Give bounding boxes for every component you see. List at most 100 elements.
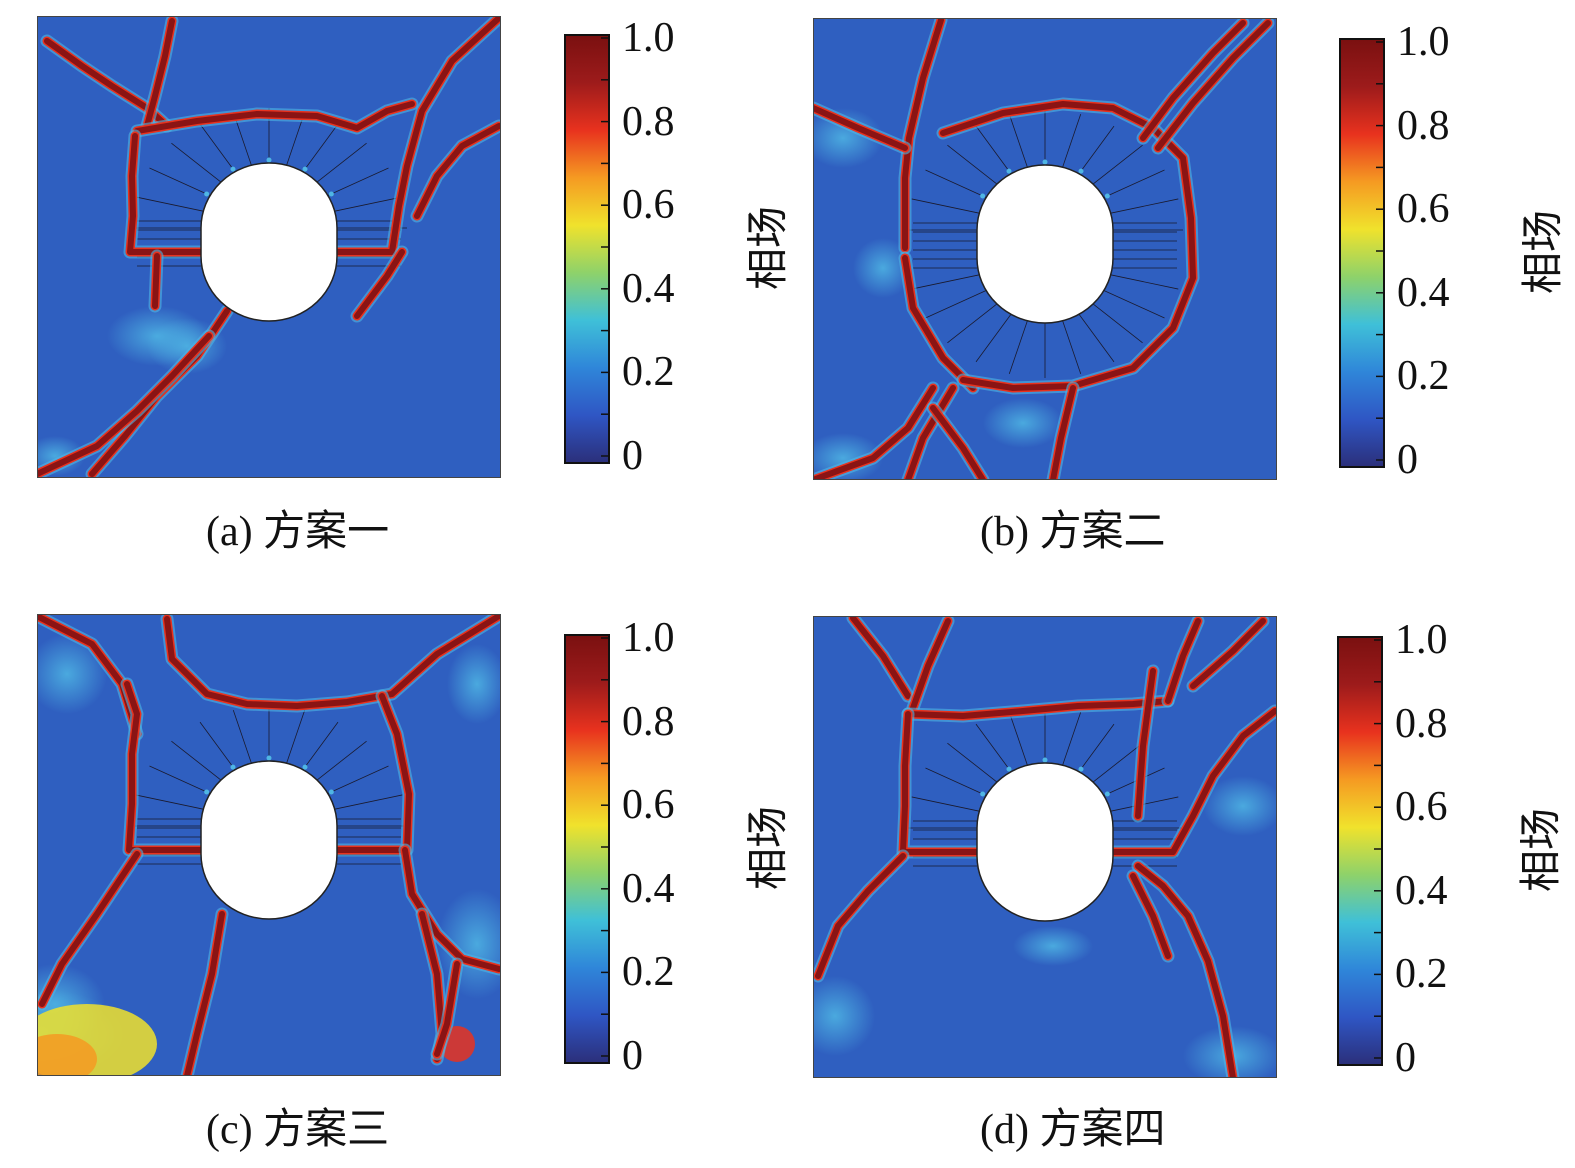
crack-band — [334, 693, 412, 853]
bolt-tip-damage — [266, 755, 272, 761]
crack-band — [184, 911, 225, 1076]
rock-bolt — [135, 196, 204, 212]
bolt-tip-damage — [1104, 193, 1110, 199]
crack-band — [334, 16, 501, 255]
damage-halo — [813, 108, 883, 168]
colorbar-tick-label: 0.6 — [622, 782, 675, 829]
caption-c: (c) 方案三 — [206, 1108, 389, 1152]
colorbar-tick-label: 0 — [622, 433, 643, 479]
caption-d-prefix: (d) — [980, 1107, 1029, 1153]
crack-band — [1135, 863, 1236, 1078]
bolt-tip-damage — [1042, 159, 1048, 165]
colorbar-tick-label: 0.6 — [1397, 186, 1450, 233]
bolt-tip-damage — [1078, 168, 1084, 174]
rock-bolt — [1078, 723, 1115, 772]
caption-a-name: 方案一 — [263, 506, 390, 555]
colorbar-title: 相场 — [743, 205, 793, 291]
phase-field-map-b — [813, 18, 1277, 480]
caption-a: (a) 方案一 — [206, 510, 389, 554]
rock-bolt — [975, 723, 1012, 772]
rock-bolt — [911, 198, 980, 214]
crack-band — [414, 123, 501, 219]
colorbar-tick-label: 0.8 — [622, 698, 675, 745]
crack-band — [37, 333, 212, 477]
bolt-tip-damage — [328, 789, 334, 795]
caption-b-prefix: (b) — [980, 509, 1029, 555]
crack-band — [905, 698, 1171, 719]
rock-bolt — [1008, 320, 1028, 375]
rock-bolt — [947, 742, 998, 783]
rock-bolt — [1062, 711, 1082, 766]
rock-bolt — [1008, 711, 1028, 766]
colorbar-title: 相场 — [1516, 807, 1566, 893]
rock-bolt — [1110, 198, 1179, 214]
caption-d-name: 方案四 — [1039, 1104, 1166, 1153]
colorbar-tick-label: 0 — [1397, 437, 1418, 483]
colorbar-tick-label: 1.0 — [622, 15, 675, 61]
crack-band — [1110, 708, 1277, 855]
rock-bolt — [199, 721, 236, 770]
crack-band — [1050, 385, 1076, 480]
damage-halo — [813, 976, 875, 1056]
rock-bolt — [334, 794, 403, 810]
colorbar-tick-label: 1.0 — [1397, 19, 1450, 65]
bolt-tip-damage — [230, 166, 236, 172]
rock-bolt — [1092, 303, 1143, 344]
rock-bolt — [947, 144, 998, 185]
crack-band — [910, 618, 951, 711]
rock-bolt — [947, 303, 998, 344]
field-frame — [813, 616, 1277, 1078]
colorbar-tick-label: 0.6 — [1395, 784, 1448, 831]
rock-bolt — [1062, 320, 1082, 375]
rock-bolt — [149, 167, 211, 196]
crack-band — [902, 18, 944, 251]
damage-halo — [1013, 926, 1093, 966]
crack-band — [144, 18, 175, 129]
rock-bolt — [316, 142, 367, 183]
rock-bolt — [1092, 144, 1143, 185]
field-frame — [37, 16, 501, 478]
colorbar-tick-label: 0.8 — [622, 98, 675, 145]
rock-bolt — [232, 709, 252, 764]
colorbar-title: 相场 — [1518, 209, 1568, 295]
crack-band — [1130, 873, 1171, 959]
rock-bolt — [334, 196, 403, 212]
colorbar-tick-label: 0.4 — [1397, 269, 1450, 316]
bolt-tip-damage — [1006, 766, 1012, 772]
colorbar-tick-label: 0.8 — [1395, 700, 1448, 747]
tunnel-opening — [976, 164, 1114, 324]
bolt-tip-damage — [980, 193, 986, 199]
rock-bolt — [925, 767, 987, 796]
crack-band — [39, 851, 140, 1007]
phase-field-map-a — [37, 16, 501, 478]
colorbar-tick-label: 0.2 — [1397, 353, 1450, 400]
crack-band — [1140, 20, 1246, 141]
crack-band — [1190, 618, 1266, 689]
colorbar-tick-label: 0.2 — [622, 349, 675, 396]
colorbar-rect — [564, 634, 610, 1064]
colorbar-tick-label: 0 — [622, 1033, 643, 1079]
damage-halo — [983, 398, 1063, 448]
colorbar-gradient — [564, 34, 610, 464]
rock-bolt — [327, 765, 389, 794]
crack-band — [813, 105, 908, 151]
crack-band — [1135, 668, 1156, 819]
caption-b: (b) 方案二 — [980, 509, 1166, 555]
rock-bolt — [1078, 314, 1115, 363]
rock-bolt — [1008, 113, 1028, 168]
crack-band — [1155, 20, 1271, 151]
bolt-tip-damage — [266, 157, 272, 163]
tunnel-opening — [976, 762, 1114, 922]
field-frame — [37, 614, 501, 1076]
crack-band — [815, 853, 906, 979]
bolt-tip-damage — [1042, 757, 1048, 763]
rock-bolt — [1103, 290, 1165, 319]
crack-band — [134, 101, 415, 134]
bolt-tip-damage — [204, 789, 210, 795]
crack-band — [850, 616, 911, 699]
crack-band — [354, 249, 405, 319]
rock-bolt — [1092, 742, 1143, 783]
colorbar-gradient — [1337, 636, 1383, 1066]
colorbar-rect — [564, 34, 610, 464]
colorbar-tick-label: 0.4 — [622, 265, 675, 312]
